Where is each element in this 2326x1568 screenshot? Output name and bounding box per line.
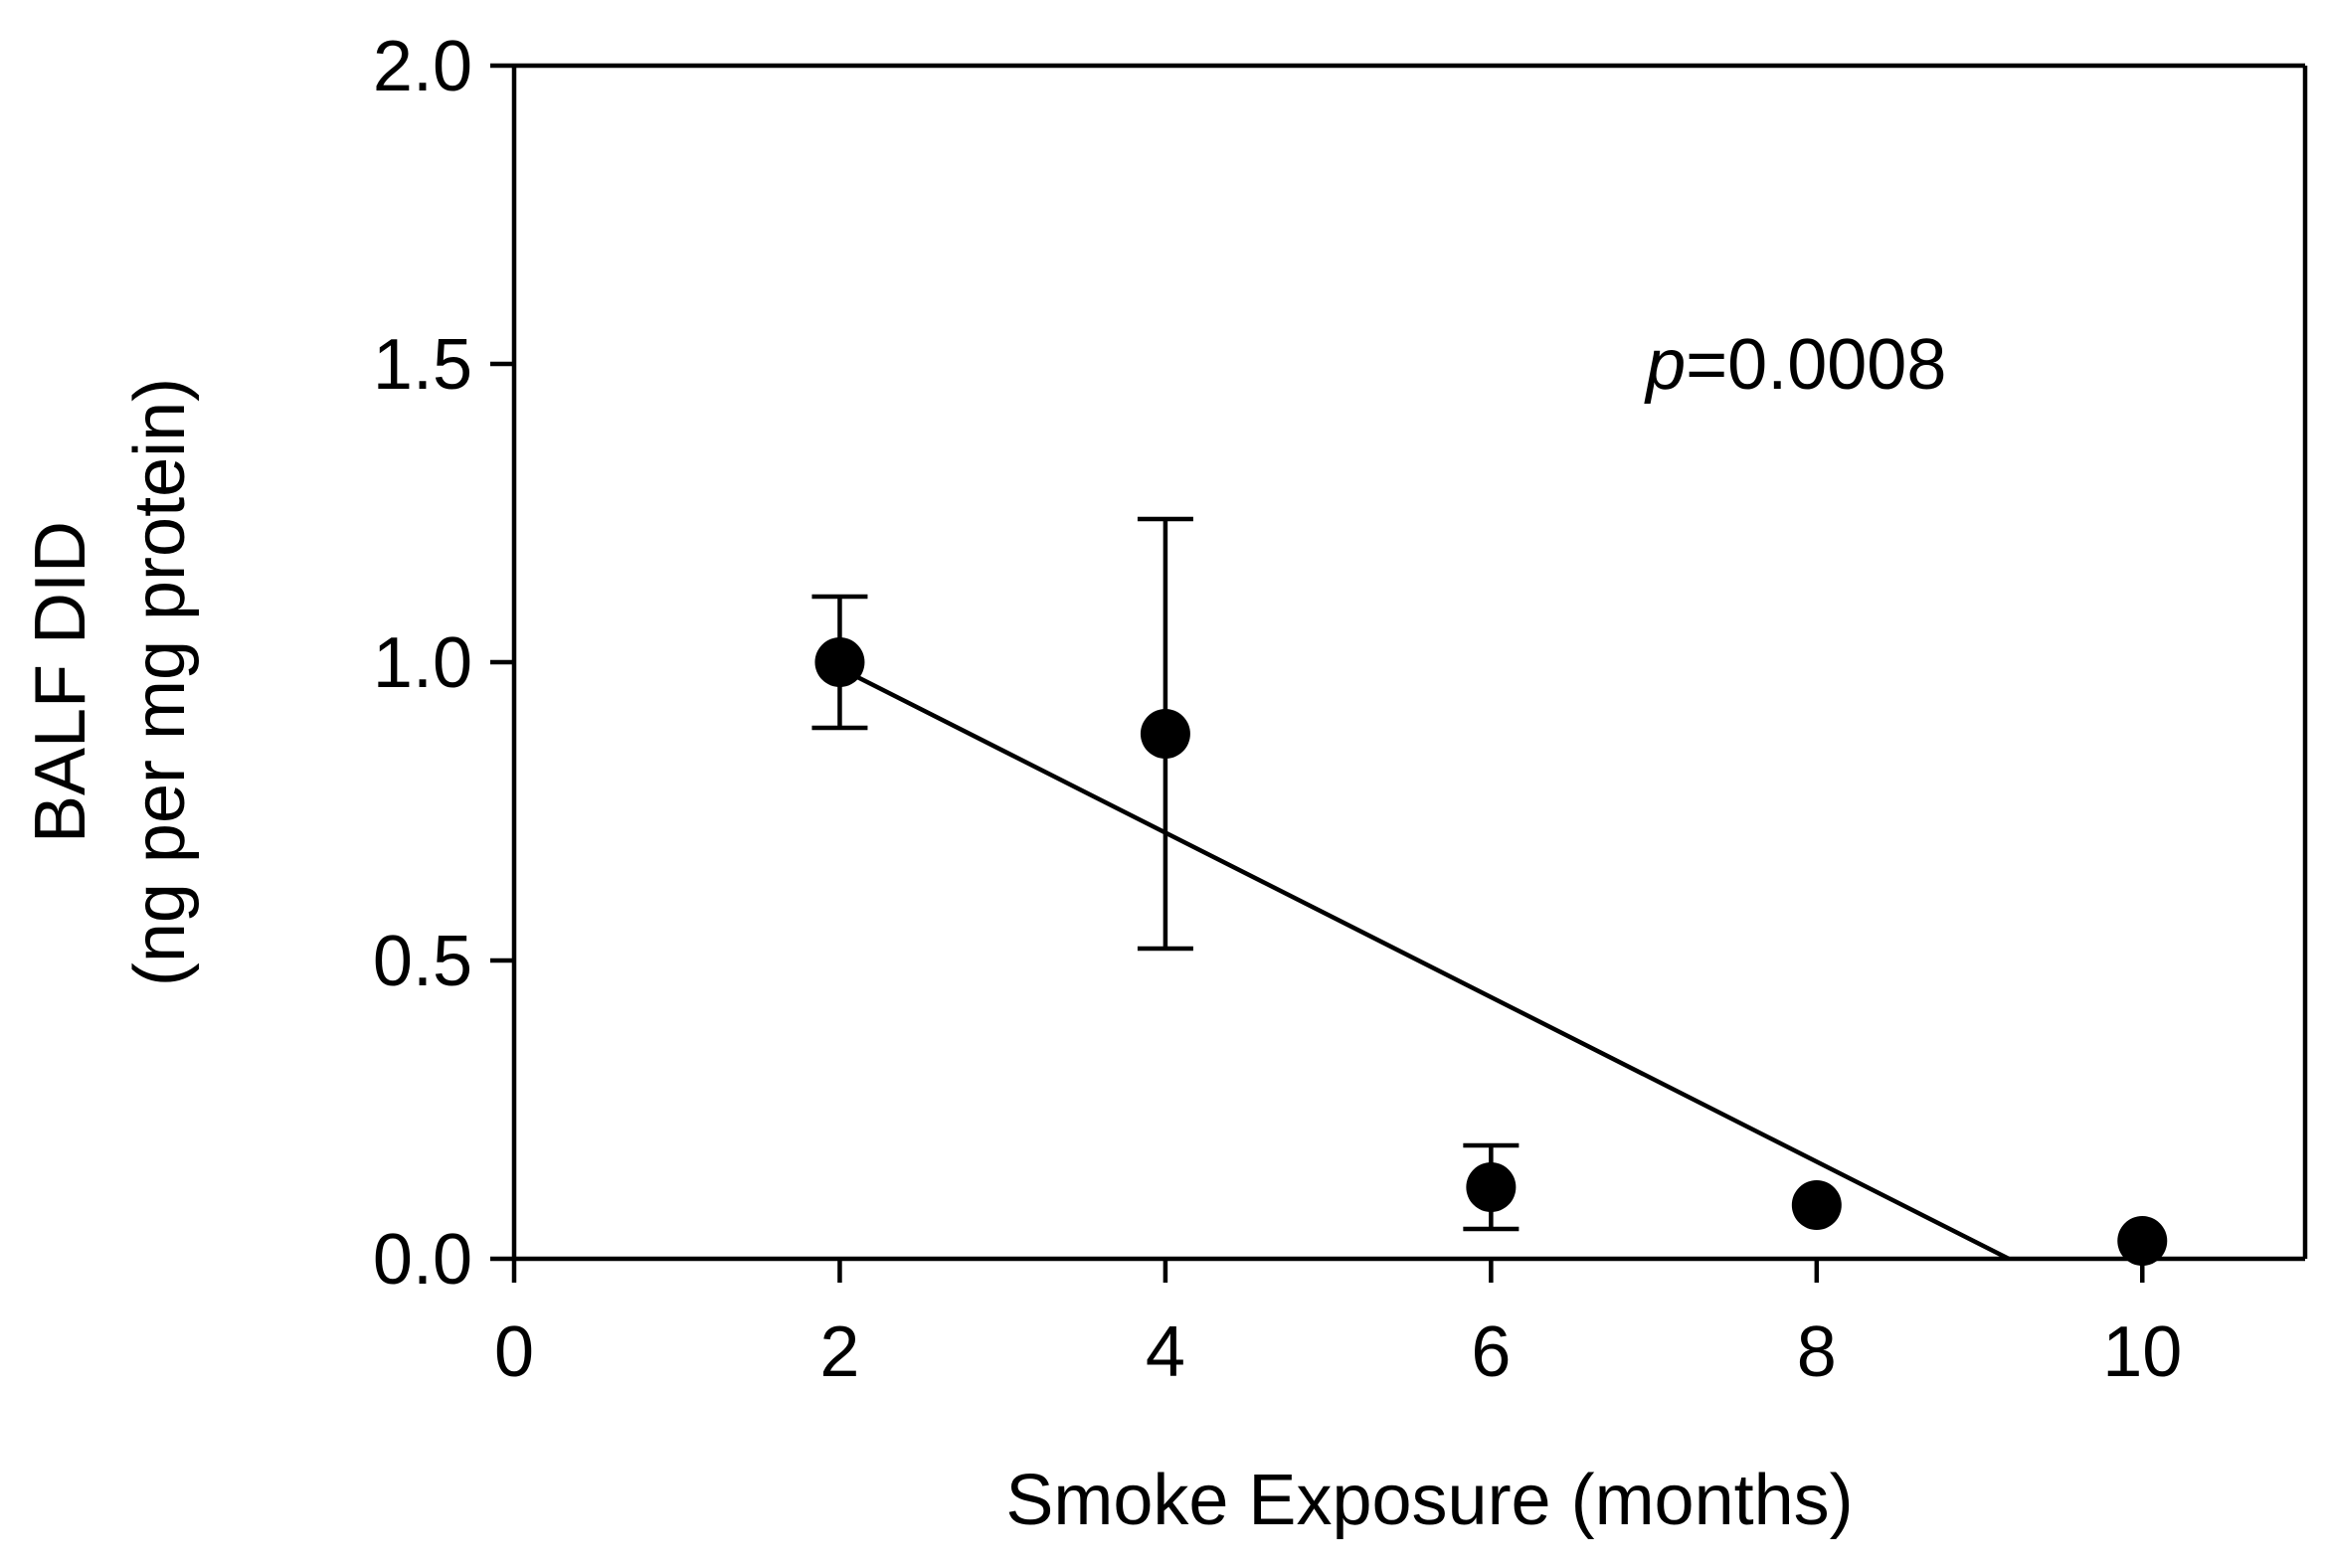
x-tick-label-4: 4 xyxy=(1146,1312,1185,1392)
x-ticks: 0 2 4 6 8 10 xyxy=(494,1259,2182,1392)
data-point-4 xyxy=(1140,709,1190,759)
y-tick-label-1.5: 1.5 xyxy=(373,325,472,405)
data-points xyxy=(814,637,2168,1266)
y-tick-label-2.0: 2.0 xyxy=(373,27,472,106)
data-point-2 xyxy=(814,637,865,687)
error-bars xyxy=(811,516,1520,1232)
y-axis-title-line1: BALF DID xyxy=(21,521,100,843)
y-tick-label-1.0: 1.0 xyxy=(373,623,472,703)
data-point-10 xyxy=(2117,1216,2168,1266)
fit-group xyxy=(838,665,2011,1262)
x-tick-label-6: 6 xyxy=(1471,1312,1511,1392)
p-value-annotation: p=0.0008 xyxy=(1644,325,1946,405)
x-tick-label-0: 0 xyxy=(494,1312,534,1392)
y-ticks: 0.0 0.5 1.0 1.5 2.0 xyxy=(373,27,514,1300)
x-tick-label-2: 2 xyxy=(819,1312,859,1392)
x-tick-label-8: 8 xyxy=(1797,1312,1837,1392)
y-tick-label-0.5: 0.5 xyxy=(373,922,472,1001)
regression-line xyxy=(838,665,2011,1262)
data-point-6 xyxy=(1466,1162,1517,1212)
p-symbol: p xyxy=(1644,325,1686,405)
x-tick-label-10: 10 xyxy=(2102,1312,2182,1392)
y-tick-label-0.0: 0.0 xyxy=(373,1220,472,1300)
axes xyxy=(511,63,2308,1262)
y-axis-title-line2: (ng per mg protein) xyxy=(120,378,200,986)
data-point-8 xyxy=(1791,1180,1842,1230)
x-axis-title: Smoke Exposure (months) xyxy=(1005,1461,1853,1540)
p-value-text: =0.0008 xyxy=(1686,325,1946,405)
